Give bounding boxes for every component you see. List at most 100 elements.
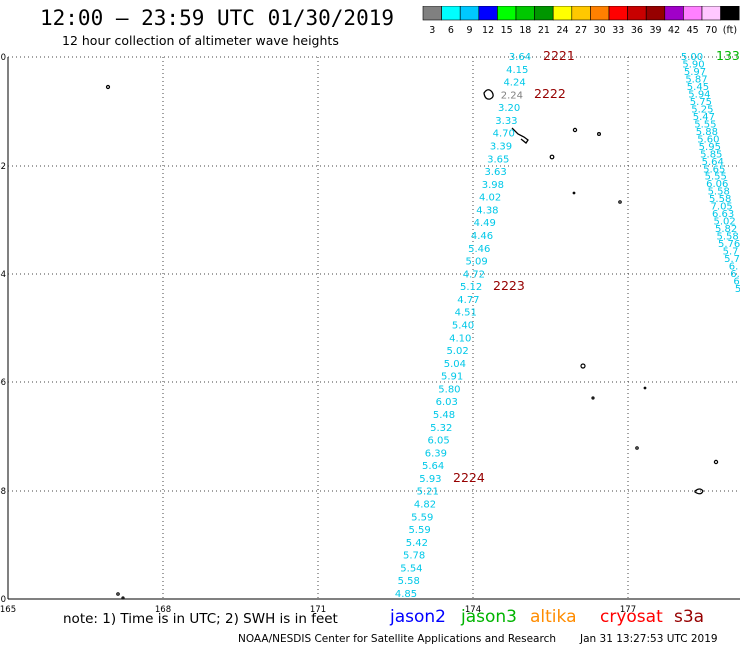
- wave-height-value: 3.33: [495, 116, 517, 127]
- wave-height-value: 5.45: [687, 82, 709, 93]
- legend-swatch: [627, 5, 647, 21]
- wave-height-value: 5.78: [403, 551, 425, 562]
- page-title: 12:00 – 23:59 UTC 01/30/2019: [40, 6, 395, 30]
- lon-tick-label: 177: [620, 605, 636, 615]
- satellite-altika-label: altika: [530, 607, 577, 627]
- island: [580, 363, 586, 369]
- legend-swatch: [720, 5, 740, 21]
- wave-height-value: 4.10: [449, 333, 471, 344]
- wave-height-value: 4.51: [455, 308, 477, 319]
- wave-height-value: 5.00: [681, 52, 703, 63]
- island: [618, 200, 622, 204]
- legend-swatch: [683, 5, 703, 21]
- wave-height-value: 5.21: [417, 487, 439, 498]
- island: [596, 132, 601, 137]
- island: [105, 84, 111, 90]
- wave-height-value: 5.32: [430, 423, 452, 434]
- wave-height-value: 4.82: [414, 500, 436, 511]
- wave-height-value: 5.75: [690, 97, 712, 108]
- wave-height-value: 5.87: [685, 74, 707, 85]
- axis-labels: 0 -2 -4 -6 -8 -10165 168 171 174 177: [0, 53, 636, 615]
- legend-label: 33: [612, 25, 624, 36]
- wave-height-value: 5.25: [691, 104, 713, 115]
- color-legend: 3 6 9 12 15 18 21 24 27 30 33 36 39 42 45 70 (ft): [421, 5, 740, 44]
- legend-label: 21: [538, 25, 550, 36]
- wave-height-value: 3.98: [482, 180, 504, 191]
- island: [121, 596, 125, 600]
- wave-height-value: 5.46: [468, 244, 490, 255]
- legend-label: 39: [649, 25, 661, 36]
- wave-height-value: 5.64: [422, 461, 444, 472]
- wave-height-value: 5.54: [400, 563, 422, 574]
- wave-height-value: 5.09: [465, 257, 487, 268]
- track-time-label: 133: [716, 48, 740, 63]
- satellite-jason2-label: jason2: [390, 607, 446, 627]
- legend-label: 24: [556, 25, 568, 36]
- legend-swatch: [590, 5, 610, 21]
- legend-label: 9: [466, 25, 472, 36]
- legend-label: 42: [668, 25, 680, 36]
- wave-height-value: 5.42: [406, 538, 428, 549]
- island: [572, 127, 578, 133]
- wave-height-value: 4.77: [457, 295, 479, 306]
- wave-height-value: 5.7: [724, 254, 740, 265]
- units-note: note: 1) Time is in UTC; 2) SWH is in fe…: [63, 611, 338, 627]
- track-time-label: 2222: [534, 86, 566, 101]
- satellite-jason3-label: jason3: [461, 607, 517, 627]
- satellite-cryosat-label: cryosat: [600, 607, 663, 627]
- wave-height-value: 5.58: [709, 194, 731, 205]
- wave-height-value: 6: [733, 277, 739, 288]
- wave-height-value: 4.49: [474, 218, 496, 229]
- legend-swatch: [497, 5, 517, 21]
- wave-height-value: 5.7: [723, 247, 739, 258]
- wave-height-value: 3.63: [484, 167, 506, 178]
- wave-height-value: 5.90: [682, 59, 704, 70]
- wave-height-value: 6.63: [712, 209, 734, 220]
- wave-height-value: 5.12: [460, 282, 482, 293]
- legend-label: 12: [482, 25, 494, 36]
- altimeter-track-right: 5.005.905.975.875.455.945.755.255.475.55…: [681, 52, 740, 295]
- wave-height-value: 4.72: [463, 269, 485, 280]
- lat-tick-label: -8: [0, 487, 6, 497]
- island: [572, 191, 576, 195]
- wave-height-value: 5.55: [694, 119, 716, 130]
- wave-height-value: 5.02: [446, 346, 468, 357]
- wave-height-value: 3.64: [509, 52, 531, 63]
- lat-tick-label: 0: [1, 53, 6, 63]
- wave-height-value: 5.58: [716, 232, 738, 243]
- satellite-s3a-label: s3a: [674, 607, 705, 627]
- island: [116, 592, 120, 596]
- legend-swatch: [571, 5, 591, 21]
- wave-height-value: 6.05: [427, 436, 449, 447]
- wave-height-value: 5.59: [408, 525, 430, 536]
- wave-height-value: 3.65: [487, 154, 509, 165]
- wave-height-value: 7.05: [711, 202, 733, 213]
- wave-height-value: 5.95: [699, 142, 721, 153]
- wave-height-value: 6.: [730, 269, 740, 280]
- legend-swatch: [441, 5, 461, 21]
- legend-swatch: [552, 5, 573, 21]
- wave-height-value: 5.60: [697, 134, 719, 145]
- track-time-label: 2223: [493, 278, 525, 293]
- island: [694, 488, 704, 495]
- wave-height-value: 5.76: [718, 239, 740, 250]
- wave-height-value: 5.04: [444, 359, 466, 370]
- island: [591, 396, 595, 400]
- wave-height-value: 5.48: [433, 410, 455, 421]
- island: [483, 89, 494, 100]
- legend-swatch: [608, 5, 628, 21]
- wave-height-value: 4.46: [471, 231, 493, 242]
- wave-height-value: 4.15: [506, 65, 528, 76]
- legend-swatch: [515, 5, 535, 21]
- wave-height-value: 5.58: [398, 576, 420, 587]
- lon-tick-label: 174: [465, 605, 481, 615]
- legend-label: (ft): [723, 25, 737, 36]
- legend-label: 70: [705, 25, 717, 36]
- wave-height-value: 4.70: [493, 129, 515, 140]
- wave-height-value: 5.59: [411, 512, 433, 523]
- legend-swatch: [664, 5, 684, 21]
- wave-height-value: 5.47: [693, 112, 715, 123]
- wave-height-value: 5.97: [684, 67, 706, 78]
- wave-height-value: 4.02: [479, 193, 501, 204]
